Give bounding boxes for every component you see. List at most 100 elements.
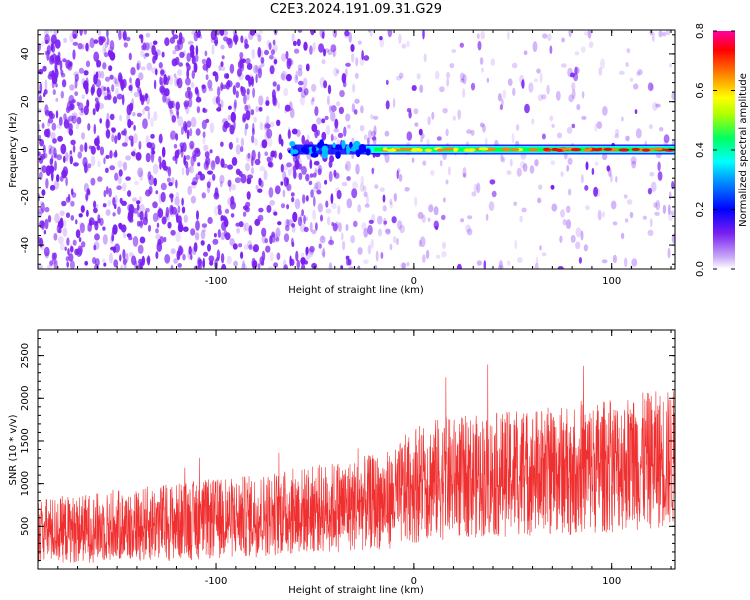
snr-xtick-label: -100 bbox=[205, 576, 228, 587]
spectrogram-cell bbox=[55, 97, 59, 102]
spectrogram-cell bbox=[312, 172, 317, 178]
spectrogram-cell bbox=[277, 221, 282, 226]
spectrogram-cell bbox=[123, 264, 127, 269]
spectrogram-cell bbox=[119, 252, 122, 261]
spectrogram-cell bbox=[139, 236, 146, 244]
spectrogram-cell bbox=[556, 132, 563, 139]
spectrogram-cell bbox=[456, 263, 462, 269]
spectrogram-cell bbox=[72, 239, 77, 246]
spectrogram-cell bbox=[47, 264, 53, 269]
spectrogram-cell bbox=[112, 212, 116, 217]
signal-band bbox=[288, 139, 675, 159]
spectrogram-cell bbox=[111, 127, 116, 133]
spectrogram-cell bbox=[42, 65, 47, 72]
spectrogram-cell bbox=[280, 181, 284, 186]
spectrogram-cell bbox=[517, 257, 523, 263]
spectrogram-cell bbox=[254, 158, 261, 166]
spectrogram-cell bbox=[106, 37, 110, 46]
spectrogram-cell bbox=[490, 58, 495, 66]
spectrogram-cell bbox=[650, 181, 657, 193]
spectrogram-cell bbox=[220, 253, 225, 264]
spectrogram-cell bbox=[489, 179, 496, 185]
spectrogram-cell bbox=[104, 52, 109, 58]
spectrogram-cell bbox=[121, 200, 127, 206]
spectrogram-cell bbox=[305, 246, 309, 256]
spectrogram-cell bbox=[273, 58, 278, 65]
spectrogram-cell bbox=[371, 167, 374, 175]
spectrogram-cell bbox=[175, 153, 178, 165]
spectrogram-cell bbox=[209, 122, 215, 134]
spectrogram-cell bbox=[246, 92, 250, 101]
spectrogram-cell bbox=[196, 106, 201, 114]
spectrogram-cell bbox=[575, 227, 582, 238]
spectrogram-cell bbox=[328, 239, 335, 246]
spectrogram-cell bbox=[187, 90, 193, 100]
spectrogram-cell bbox=[359, 182, 365, 193]
spectrogram-cell bbox=[598, 67, 603, 76]
spectrogram-cell bbox=[328, 105, 332, 113]
spectrogram-cell bbox=[79, 144, 84, 153]
spectrogram-cell bbox=[273, 262, 279, 268]
spectrogram-cell bbox=[385, 228, 391, 235]
spectrogram-cell bbox=[202, 137, 206, 145]
spectrogram-cell bbox=[38, 134, 42, 140]
spectrogram-cell bbox=[171, 206, 178, 215]
spectrogram-cell bbox=[171, 58, 178, 67]
spectrogram-cell bbox=[123, 128, 127, 137]
spectrogram-cell bbox=[40, 164, 45, 176]
spectrogram-cell bbox=[190, 254, 193, 261]
spectrogram-cell bbox=[164, 253, 171, 264]
spectrogram-cell bbox=[136, 203, 140, 211]
spectrogram-cell bbox=[86, 99, 90, 109]
spectrogram-cell bbox=[321, 118, 326, 124]
spectrogram-cell bbox=[637, 69, 643, 76]
spectrogram-cell bbox=[158, 156, 162, 163]
spectrogram-cell bbox=[142, 216, 148, 226]
spectrogram-cell bbox=[157, 206, 162, 217]
spectrogram-cell bbox=[550, 160, 556, 166]
spectrogram-cell bbox=[273, 150, 277, 159]
spectrogram-cell bbox=[624, 257, 628, 268]
spectrogram-cell bbox=[70, 139, 76, 146]
spectrogram-cell bbox=[488, 201, 495, 212]
spectrogram-cell bbox=[232, 85, 237, 96]
spectrogram-cell bbox=[171, 100, 175, 109]
spectrogram-cell bbox=[276, 84, 281, 92]
spectrogram-cell bbox=[567, 188, 572, 196]
spectrogram-cell bbox=[163, 236, 167, 243]
spectrogram-cell bbox=[254, 32, 260, 37]
spectrogram-cell bbox=[278, 134, 282, 145]
spectrogram-cell bbox=[177, 115, 184, 127]
spectrogram-cell bbox=[266, 128, 273, 139]
spectrogram-cell bbox=[229, 124, 235, 135]
spectrogram-cell bbox=[550, 184, 555, 190]
spectrogram-cell bbox=[102, 234, 108, 245]
spectrogram-cell bbox=[413, 108, 419, 115]
spectrogram-cell bbox=[470, 82, 476, 91]
spectrogram-cell bbox=[152, 40, 158, 46]
spectrogram-cell bbox=[266, 156, 271, 163]
spectrogram-cell bbox=[287, 168, 292, 176]
spectrogram-cell bbox=[49, 184, 56, 191]
spectrogram-cell bbox=[193, 31, 198, 42]
spectrogram-cell bbox=[218, 64, 222, 72]
spectrogram-cell bbox=[316, 189, 322, 195]
spectrogram-cell bbox=[626, 48, 631, 54]
spectrogram-cell bbox=[135, 77, 141, 89]
spectrogram-cell bbox=[130, 138, 134, 147]
spectrogram-cell bbox=[380, 252, 384, 259]
spectrogram-cell bbox=[574, 66, 580, 75]
spectrogram-cell bbox=[103, 190, 107, 198]
spectrogram-cell bbox=[519, 161, 526, 169]
spectrogram-cell bbox=[368, 129, 373, 140]
colorbar: 0.0 0.2 0.4 0.6 0.8 Normalized spectral ampl… bbox=[695, 23, 749, 277]
spectrogram-cell bbox=[171, 115, 177, 123]
spectrogram-cell bbox=[235, 137, 239, 144]
spectrogram-cell bbox=[219, 180, 223, 188]
spectrogram-cell bbox=[140, 34, 144, 44]
spectrogram-cell bbox=[477, 40, 482, 51]
spectrogram-cell bbox=[269, 153, 273, 163]
signal-band-hotspot bbox=[453, 147, 459, 151]
spectrogram-cell bbox=[408, 110, 412, 119]
spectrogram-cell bbox=[384, 228, 391, 233]
